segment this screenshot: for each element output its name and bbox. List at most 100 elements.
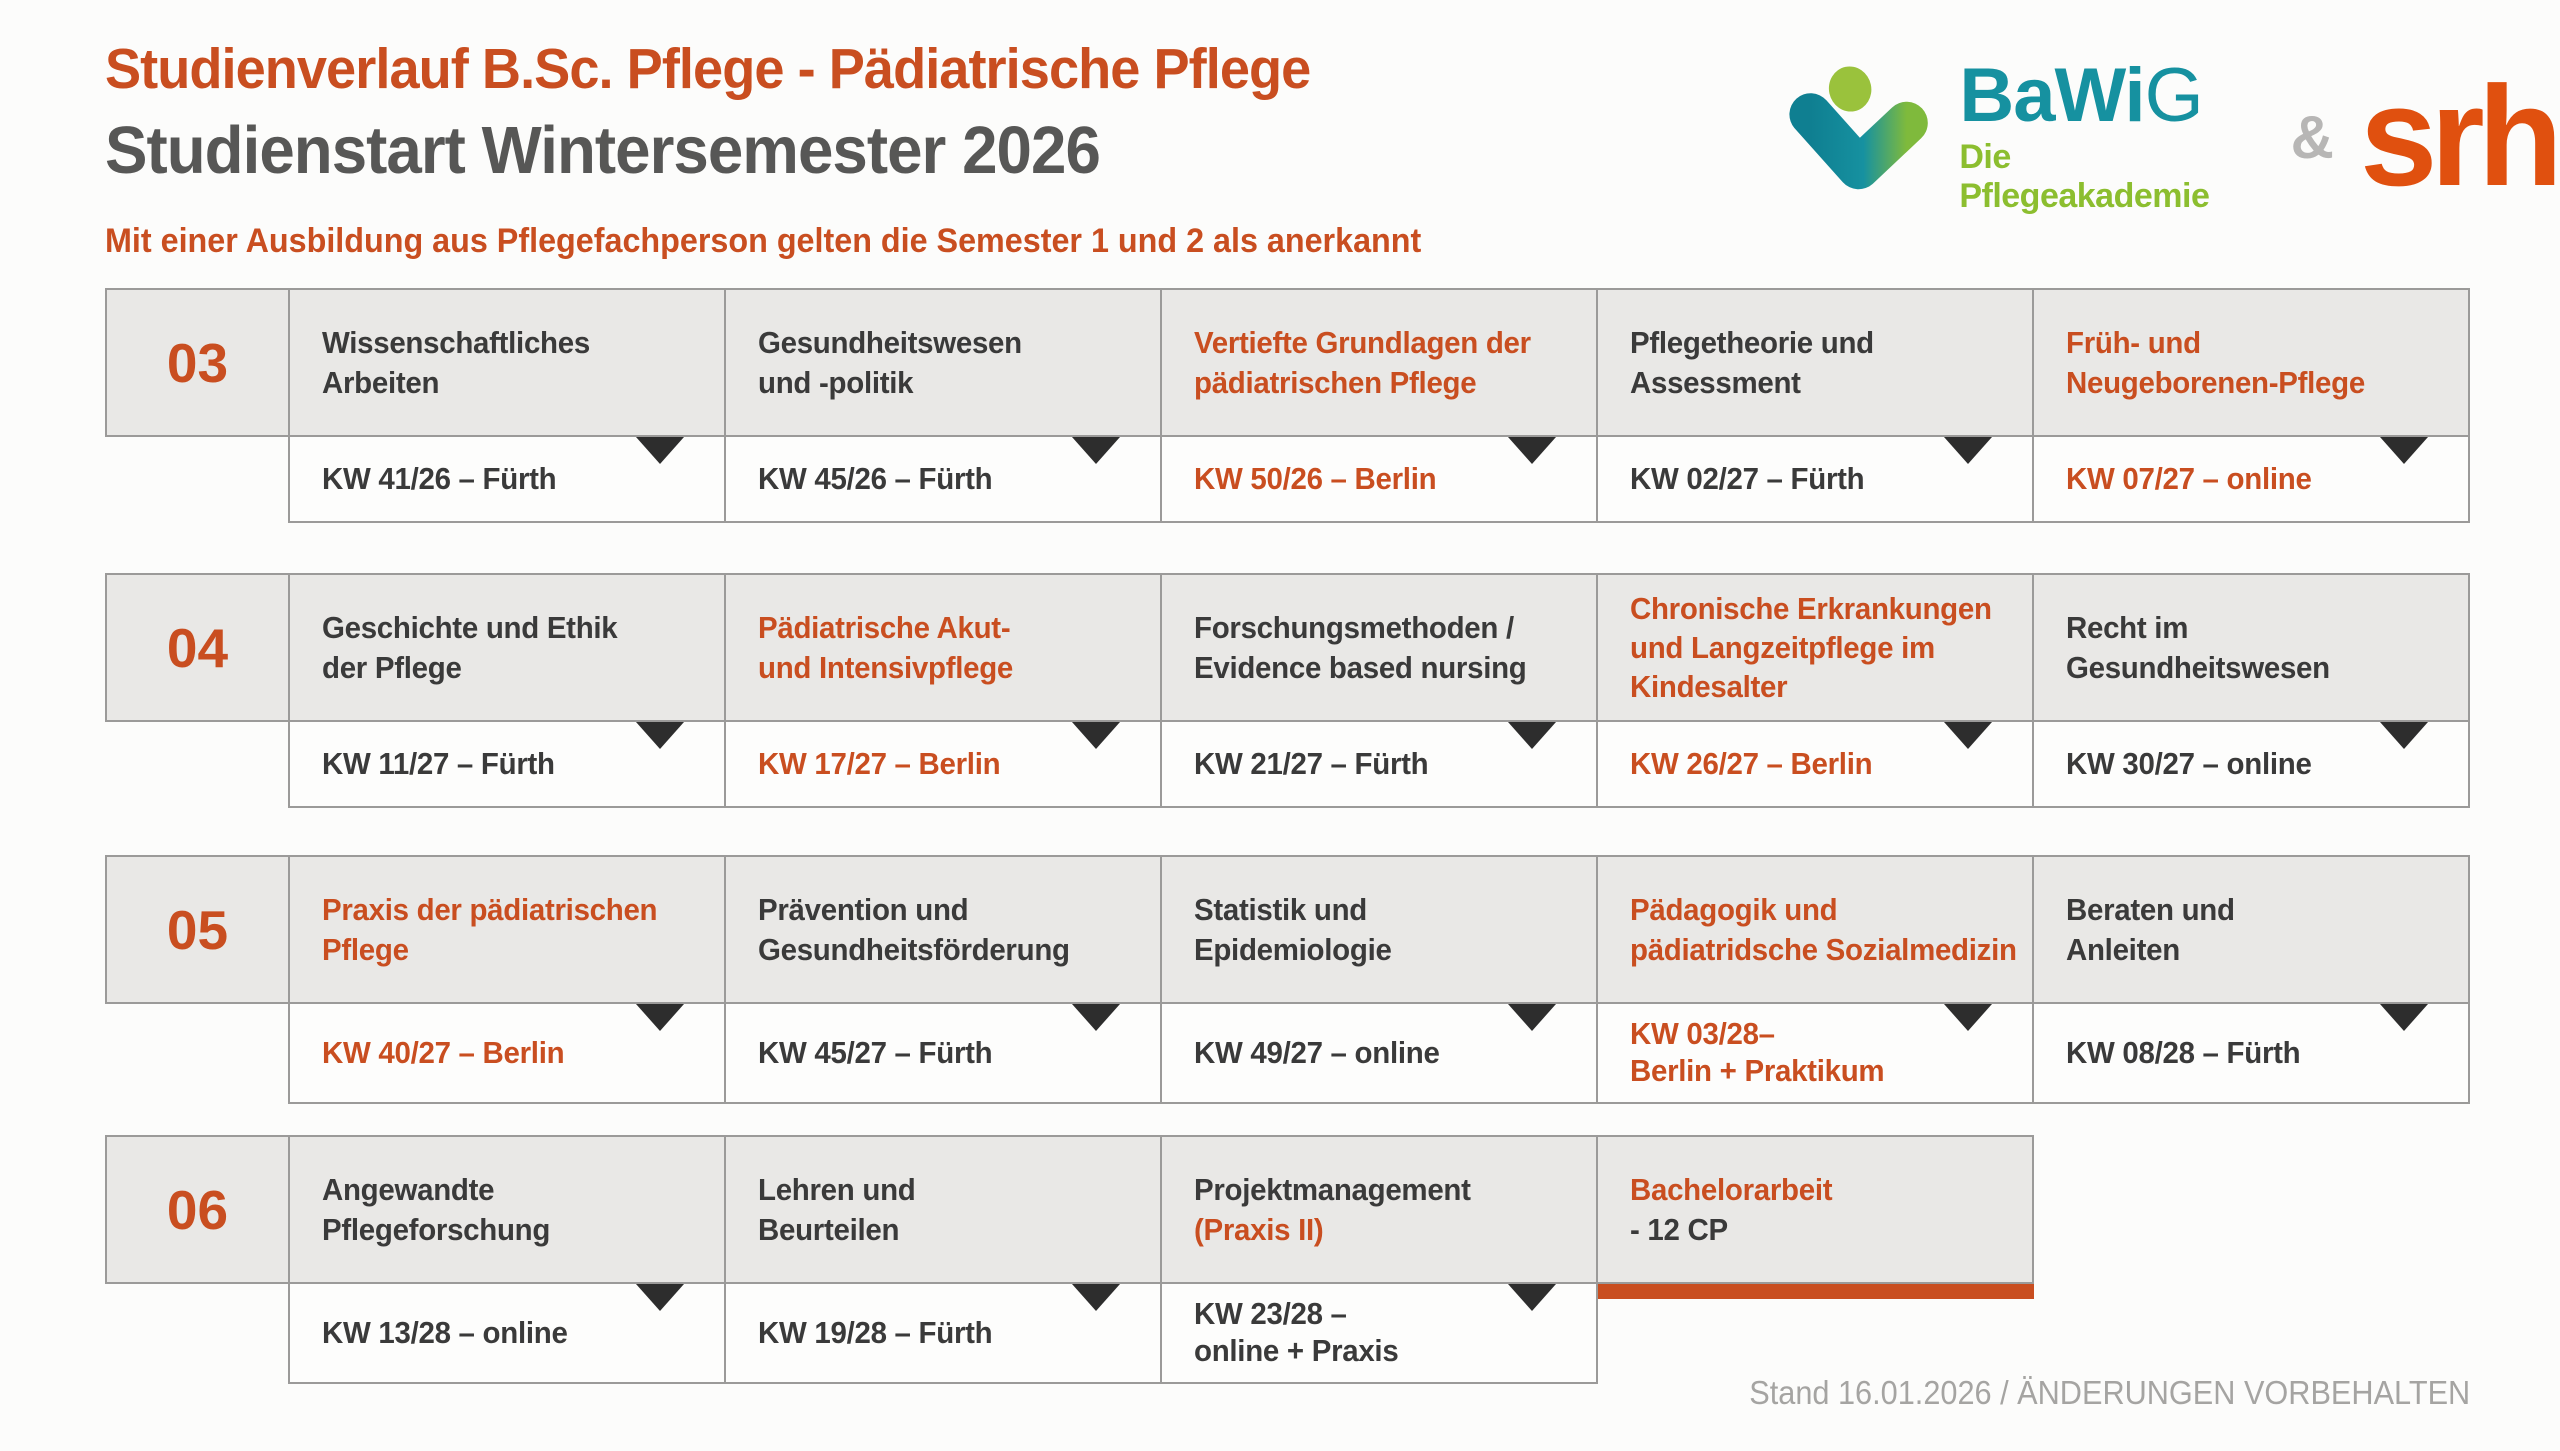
module-title-line: pädiatridsche Sozialmedizin: [1630, 931, 2017, 967]
module-title-line: Statistik und: [1194, 892, 1368, 928]
module-title-line: Assessment: [1630, 364, 1801, 400]
module-cell: Pädagogik und pädiatridsche Sozialmedizin…: [1596, 855, 2034, 1104]
module-title: Früh- und Neugeborenen-Pflege: [2032, 288, 2470, 437]
semester-row: 05 Praxis der pädiatrischen Pflege KW 40/27…: [105, 855, 2470, 1104]
semester-row: 06 Angewandte Pflegeforschung KW 13/28 – on…: [105, 1135, 2034, 1384]
semester-number-label: 05: [166, 898, 229, 961]
semester-number-label: 04: [166, 616, 229, 679]
semester-number-label: 03: [166, 331, 229, 394]
module-date-line: KW 11/27 – Fürth: [322, 745, 555, 781]
module-title: Chronische Erkrankungen und Langzeitpfleg…: [1596, 573, 2034, 722]
arrow-down-icon: [1944, 437, 1992, 464]
module-title-line: der Pflege: [322, 649, 462, 685]
module-title-line: Praxis der pädiatrischen: [322, 892, 658, 928]
module-title-line: Pflegetheorie und: [1630, 325, 1874, 361]
module-cell: Praxis der pädiatrischen Pflege KW 40/27 –…: [288, 855, 726, 1104]
arrow-down-icon: [2380, 1004, 2428, 1031]
semester-row: 03 Wissenschaftliches Arbeiten KW 41/26 – F…: [105, 288, 2470, 523]
module-title: Pädiatrische Akut-und Intensivpflege: [724, 573, 1162, 722]
page-subtitle-text: Studienstart Wintersemester 2026: [105, 113, 1101, 188]
semester-number: 04: [105, 573, 290, 722]
semester-number: 05: [105, 855, 290, 1004]
module-date: KW 23/28 – online + Praxis: [1160, 1282, 1598, 1384]
module-title: Beraten und Anleiten: [2032, 855, 2470, 1004]
module-date: KW 08/28 – Fürth: [2032, 1002, 2470, 1104]
module-date: KW 30/27 – online: [2032, 720, 2470, 808]
module-title-line: Gesundheitswesen: [758, 325, 1022, 361]
page-title-text: Studienverlauf B.Sc. Pflege - Pädiatrisc…: [105, 37, 1311, 101]
arrow-down-icon: [1072, 722, 1120, 749]
arrow-down-icon: [1072, 1004, 1120, 1031]
bachelor-underline-bar: [1596, 1284, 2034, 1299]
module-date: KW 50/26 – Berlin: [1160, 435, 1598, 523]
module-title-line: Pädiatrische Akut-: [758, 610, 1011, 646]
module-title: Forschungsmethoden / Evidence based nursi…: [1160, 573, 1598, 722]
arrow-down-icon: [1508, 437, 1556, 464]
bawig-mark-icon: [1789, 66, 1928, 190]
semester-row: 04 Geschichte und Ethik der Pflege KW 11/27…: [105, 573, 2470, 808]
module-title-line: Beurteilen: [758, 1211, 900, 1247]
module-cell: Statistik und Epidemiologie KW 49/27 – onl…: [1160, 855, 1598, 1104]
recognition-note-text: Mit einer Ausbildung aus Pflegefachperso…: [105, 222, 1422, 260]
module-cell: Bachelorarbeit - 12 CP: [1596, 1135, 2034, 1299]
module-date-line: KW 45/27 – Fürth: [758, 1034, 993, 1070]
module-title-line: Recht im: [2066, 610, 2189, 646]
module-title-line: Neugeborenen-Pflege: [2066, 364, 2365, 400]
bawig-tagline: Die Pflegeakademie: [1959, 138, 2210, 215]
module-date: KW 13/28 – online: [288, 1282, 726, 1384]
module-date: KW 17/27 – Berlin: [724, 720, 1162, 808]
bawig-wordmark-light: G: [2144, 53, 2204, 138]
module-title-line: Pflege: [322, 931, 409, 967]
partner-logos: BaWiG Die Pflegeakademie & srh: [1788, 58, 2560, 216]
semester-number: 06: [105, 1135, 290, 1284]
module-cell: Früh- und Neugeborenen-Pflege KW 07/27 – o…: [2032, 288, 2470, 523]
module-title-line: Projektmanagement: [1194, 1172, 1471, 1208]
module-cell: Beraten und Anleiten KW 08/28 – Fürth: [2032, 855, 2470, 1104]
module-cell: Recht im Gesundheitswesen KW 30/27 – onlin…: [2032, 573, 2470, 808]
bawig-logo: BaWiG Die Pflegeakademie: [1959, 58, 2260, 216]
module-date-line: online + Praxis: [1194, 1333, 1399, 1368]
module-date: KW 11/27 – Fürth: [288, 720, 726, 808]
module-date-line: KW 45/26 – Fürth: [758, 460, 993, 496]
module-title-line: Gesundheitswesen: [2066, 649, 2330, 685]
module-title-line: Lehren und: [758, 1172, 916, 1208]
module-title-line: Evidence based nursing: [1194, 649, 1527, 685]
module-title: Vertiefte Grundlagen der pädiatrischen Pf…: [1160, 288, 1598, 437]
module-title-line: Vertiefte Grundlagen der: [1194, 325, 1531, 361]
recognition-note: Mit einer Ausbildung aus Pflegefachperso…: [105, 222, 1491, 261]
module-cell: Forschungsmethoden / Evidence based nursi…: [1160, 573, 1598, 808]
module-cell: Geschichte und Ethik der Pflege KW 11/27 –…: [288, 573, 726, 808]
arrow-down-icon: [1508, 722, 1556, 749]
module-title-line: Bachelorarbeit: [1630, 1172, 1833, 1208]
module-date-line: KW 49/27 – online: [1194, 1034, 1440, 1070]
module-title-line: Pflegeforschung: [322, 1211, 551, 1247]
module-title-line: Arbeiten: [322, 364, 440, 400]
page-title: Studienverlauf B.Sc. Pflege - Pädiatrisc…: [105, 36, 1374, 102]
module-date: KW 21/27 – Fürth: [1160, 720, 1598, 808]
module-date: KW 03/28– Berlin + Praktikum: [1596, 1002, 2034, 1104]
module-title: Geschichte und Ethik der Pflege: [288, 573, 726, 722]
module-cell: Vertiefte Grundlagen der pädiatrischen Pf…: [1160, 288, 1598, 523]
page-subtitle: Studienstart Wintersemester 2026: [105, 112, 1152, 189]
module-date: KW 02/27 – Fürth: [1596, 435, 2034, 523]
module-title: Wissenschaftliches Arbeiten: [288, 288, 726, 437]
module-title-line: Geschichte und Ethik: [322, 610, 618, 646]
module-title-line: Prävention und: [758, 892, 969, 928]
module-title-line: Wissenschaftliches: [322, 325, 590, 361]
module-title: Bachelorarbeit - 12 CP: [1596, 1135, 2034, 1284]
module-title-line: Chronische Erkrankungen: [1630, 590, 1992, 626]
module-cell: Chronische Erkrankungen und Langzeitpfleg…: [1596, 573, 2034, 808]
module-title: Statistik und Epidemiologie: [1160, 855, 1598, 1004]
module-title-line: pädiatrischen Pflege: [1194, 364, 1477, 400]
module-date: KW 19/28 – Fürth: [724, 1282, 1162, 1384]
arrow-down-icon: [1508, 1284, 1556, 1311]
module-date: KW 45/27 – Fürth: [724, 1002, 1162, 1104]
ampersand-icon: &: [2290, 103, 2335, 171]
semester-number: 03: [105, 288, 290, 437]
arrow-down-icon: [1072, 437, 1120, 464]
footer-note: Stand 16.01.2026 / ÄNDERUNGEN VORBEHALTE…: [1749, 1374, 2470, 1411]
module-title-line: Forschungsmethoden /: [1194, 610, 1514, 646]
module-title: Recht im Gesundheitswesen: [2032, 573, 2470, 722]
module-title: Prävention und Gesundheitsförderung: [724, 855, 1162, 1004]
module-title: Pflegetheorie und Assessment: [1596, 288, 2034, 437]
